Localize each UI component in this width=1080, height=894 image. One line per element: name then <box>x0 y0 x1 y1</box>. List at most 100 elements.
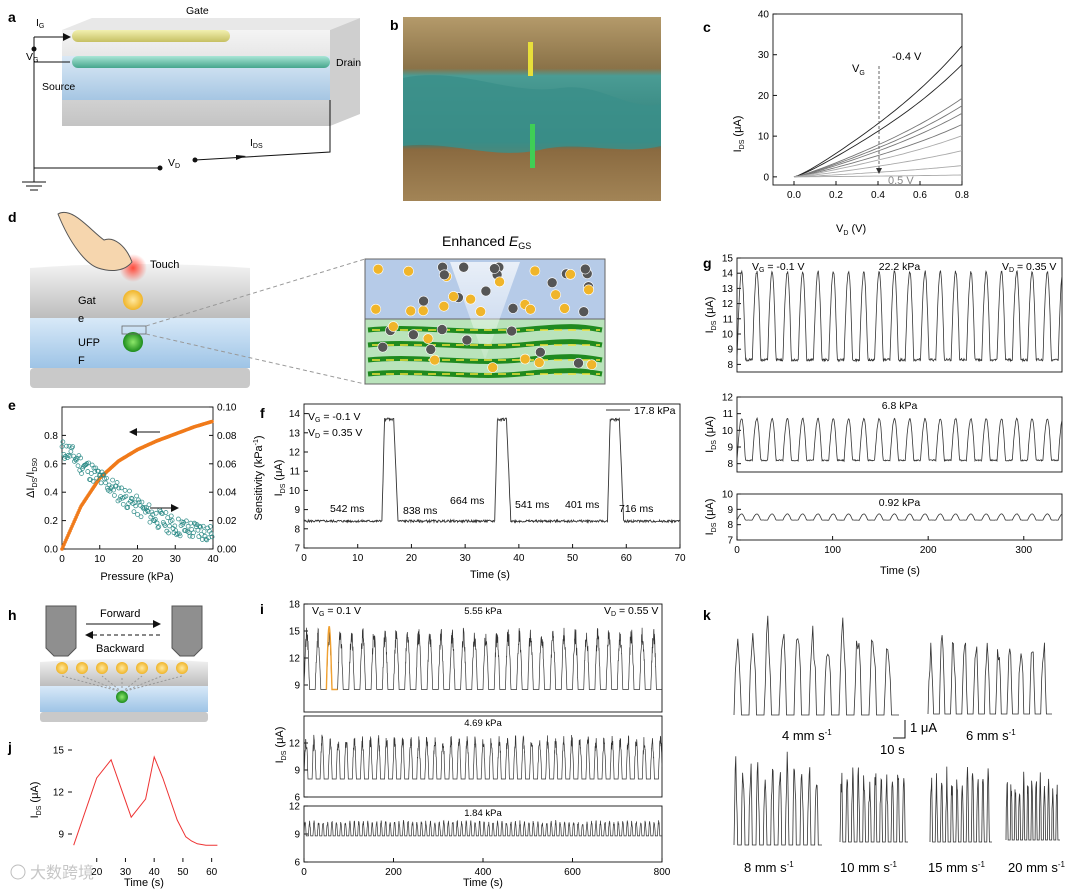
e-ytick-label-left: 0.4 <box>44 488 58 499</box>
j-xtick-label: 30 <box>120 867 132 878</box>
k-trace <box>927 635 1052 715</box>
cation-icon <box>480 285 492 297</box>
c-frame <box>772 13 963 186</box>
e-sensitivity-point <box>203 536 209 542</box>
f-time-label: 542 ms <box>330 503 364 515</box>
e-sensitivity-point <box>64 443 69 449</box>
e-sensitivity-point <box>149 509 155 515</box>
i-xtick-label: 600 <box>564 867 581 878</box>
f-ytick-label: 11 <box>290 467 301 478</box>
i-trace <box>303 819 662 837</box>
i-ytick-label: 9 <box>294 681 300 692</box>
probe-left-icon <box>45 605 77 657</box>
g-pressure-label: 6.8 kPa <box>882 400 918 412</box>
f-xtick-label: 10 <box>352 553 364 564</box>
e-sensitivity-point <box>86 460 91 466</box>
i-pressure-label: 4.69 kPa <box>464 718 502 729</box>
h-yellow-dot <box>76 662 88 674</box>
e-sensitivity-point <box>154 520 160 526</box>
panel-b: b <box>390 17 661 201</box>
g-ytick-label: 11 <box>723 409 734 420</box>
gate-label: Gate <box>186 5 209 17</box>
e-ytick-label-left: 0.2 <box>44 516 58 527</box>
e-sensitivity-point <box>101 472 107 478</box>
e-sensitivity-point <box>119 485 124 491</box>
h-yellow-dot <box>96 662 108 674</box>
watermark: 大数跨境 <box>10 863 94 882</box>
h-field-line <box>121 675 163 693</box>
k-scale-y: 1 μA <box>910 720 937 735</box>
panel-j: j 9 12 15 20 30 40 50 60 Time (s) IDS (μA) <box>7 739 218 889</box>
ig-label: IG <box>36 17 44 30</box>
vd-label: VD <box>168 157 180 170</box>
panel-k-traces <box>733 615 1060 846</box>
h-yellow-dot <box>176 662 188 674</box>
panel-d-label: d <box>8 209 17 225</box>
anion-icon <box>475 306 486 317</box>
i-xtick-label: 400 <box>475 867 492 878</box>
k-speed-label: 4 mm s-1 <box>782 728 832 743</box>
cation-icon <box>461 334 473 346</box>
c-curve <box>793 45 963 178</box>
cation-icon <box>436 324 448 335</box>
j-xtick-label: 20 <box>91 867 103 878</box>
f-time-label: 401 ms <box>565 499 599 511</box>
k-scale-bar <box>893 720 906 739</box>
e-sensitivity-point <box>110 477 115 483</box>
e-sensitivity-point <box>129 496 135 502</box>
panel-f: f 7 8 9 10 11 12 13 14 0 10 20 30 40 50 60 70 542 ms 838 … <box>260 403 686 581</box>
c-xtick-label: 0.0 <box>787 190 801 201</box>
g-frame <box>736 257 1063 373</box>
g-pressure-label: 22.2 kPa <box>879 261 921 273</box>
e-sensitivity-point <box>181 520 187 525</box>
f-vg: VG = -0.1 V <box>308 411 360 424</box>
e-sensitivity-point <box>96 473 102 478</box>
c-ytick-label: 10 <box>758 132 770 143</box>
i-vg: VG = 0.1 V <box>312 605 361 618</box>
e-sensitivity-point <box>162 523 168 528</box>
e-sensitivity-point <box>94 475 99 481</box>
e-ytick-label-left: 0.6 <box>44 459 58 470</box>
e-sensitivity-point <box>195 527 201 533</box>
e-sensitivity-point <box>186 530 192 535</box>
gate-fiber <box>72 30 230 42</box>
e-xtick-label: 40 <box>207 554 219 565</box>
e-sensitivity-point <box>176 516 181 522</box>
h-yellow-dot <box>156 662 168 674</box>
anion-icon <box>429 354 440 366</box>
i-xlabel: Time (s) <box>463 877 503 889</box>
forward-label: Forward <box>100 608 140 620</box>
anion-icon <box>448 291 459 302</box>
device-side-face <box>330 18 360 126</box>
i-highlight-trace <box>325 626 338 691</box>
c-ytick-label: 40 <box>758 10 770 21</box>
e-sensitivity-point <box>201 529 207 534</box>
e-sensitivity-point <box>123 493 129 499</box>
e-sensitivity-point <box>60 439 66 445</box>
panel-h-label: h <box>8 607 17 623</box>
e-sensitivity-point <box>152 516 158 522</box>
c-curve <box>793 165 963 178</box>
e-sensitivity-point <box>207 524 213 529</box>
g-xtick-label: 300 <box>1015 545 1032 556</box>
e-sensitivity-point <box>147 519 153 525</box>
f-time-label: 664 ms <box>450 495 484 507</box>
anion-icon <box>417 305 429 317</box>
g-xtick-label: 200 <box>920 545 937 556</box>
e-sensitivity-point <box>169 518 175 523</box>
f-time-label: 716 ms <box>619 503 653 515</box>
e-sensitivity-point <box>184 518 189 524</box>
cation-icon <box>418 295 429 307</box>
e-sensitivity-point <box>139 499 145 505</box>
e-sensitivity-point <box>62 456 68 461</box>
finger-icon <box>57 211 133 271</box>
e-sensitivity-point <box>144 505 149 510</box>
e-ytick-label-right: 0.08 <box>217 431 237 442</box>
e-xtick-label: 10 <box>94 554 106 565</box>
anion-icon <box>487 362 498 373</box>
e-ytick-label-left: 0.8 <box>44 431 58 442</box>
h-green-dot <box>116 691 128 703</box>
k-speed-labels: 4 mm s-1 6 mm s-1 8 mm s-1 10 mm s-1 15 mm s… <box>744 728 1066 875</box>
f-xtick-label: 60 <box>621 553 633 564</box>
e-sensitivity-point <box>111 487 116 493</box>
